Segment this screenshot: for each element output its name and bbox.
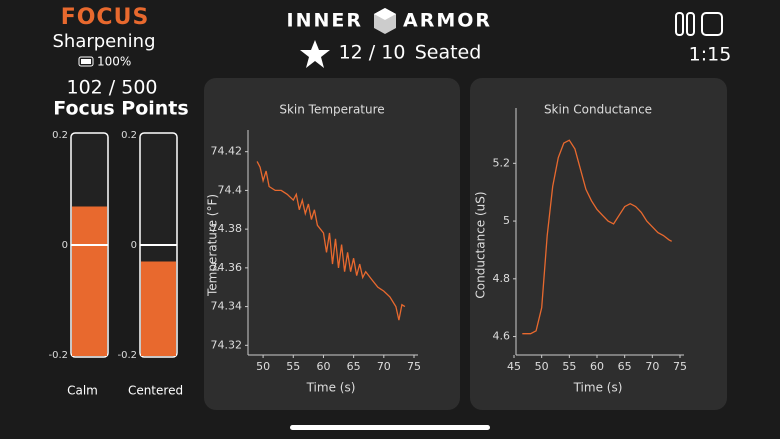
- x-tick-label: 45: [507, 360, 521, 373]
- battery: 100%: [97, 55, 131, 69]
- gauge-tick-label: 0.2: [121, 130, 137, 141]
- battery-level: [81, 59, 91, 64]
- y-tick-label: 74.34: [211, 300, 243, 313]
- panel: [470, 78, 727, 410]
- mode: Sharpening: [52, 31, 155, 52]
- y-tick-label: 4.8: [493, 272, 511, 285]
- y-tick-label: 5: [503, 214, 510, 227]
- brand: ARMOR: [403, 10, 492, 32]
- gauge-fill: [72, 206, 107, 356]
- x-axis-label: Time (s): [306, 381, 356, 395]
- y-tick-label: 74.42: [211, 145, 243, 158]
- star-icon: [300, 40, 330, 68]
- gauge-tick-label: -0.2: [117, 350, 137, 361]
- x-tick-label: 70: [377, 360, 391, 373]
- brand-icon: [374, 8, 396, 20]
- gauge-tick-label: 0: [62, 240, 68, 251]
- points-label: Focus Points: [53, 98, 188, 120]
- pause-button[interactable]: [686, 12, 695, 36]
- x-tick-label: 75: [407, 360, 421, 373]
- y-axis-label: Temperature (°F): [206, 194, 220, 297]
- x-tick-label: 70: [645, 360, 659, 373]
- x-tick-label: 60: [316, 360, 330, 373]
- gauge-label: Centered: [128, 384, 183, 398]
- y-tick-label: 74.32: [211, 338, 243, 351]
- app-logo: FOCUS: [61, 5, 150, 30]
- panel: [204, 78, 460, 410]
- y-tick-label: 74.38: [211, 222, 243, 235]
- stop-button[interactable]: [701, 12, 723, 36]
- gauge-tick-label: 0.2: [52, 130, 68, 141]
- y-tick-label: 5.2: [493, 156, 511, 169]
- y-tick-label: 74.36: [211, 261, 243, 274]
- timer: 1:15: [689, 44, 732, 66]
- pause-button[interactable]: [675, 12, 684, 36]
- x-tick-label: 55: [286, 360, 300, 373]
- gauge-fill: [141, 261, 176, 356]
- rating: 12 / 10: [339, 42, 406, 64]
- x-tick-label: 65: [618, 360, 632, 373]
- gauge-tick-label: 0: [131, 240, 137, 251]
- home-bar[interactable]: [290, 425, 490, 430]
- chart-title: Skin Conductance: [544, 103, 652, 117]
- x-tick-label: 50: [256, 360, 270, 373]
- x-tick-label: 50: [535, 360, 549, 373]
- chart-title: Skin Temperature: [279, 103, 384, 117]
- y-axis-label: Conductance (uS): [474, 191, 488, 298]
- battery-icon: [78, 56, 94, 67]
- data-line: [522, 139, 673, 335]
- y-tick-label: 4.6: [493, 330, 511, 343]
- brand: INNER: [287, 10, 363, 32]
- x-tick-label: 60: [590, 360, 604, 373]
- gauge-tick-label: -0.2: [48, 350, 68, 361]
- x-axis-label: Time (s): [573, 381, 623, 395]
- x-tick-label: 65: [347, 360, 361, 373]
- points: 102 / 500: [66, 77, 157, 99]
- gauge-label: Calm: [67, 384, 98, 398]
- y-tick-label: 74.4: [218, 183, 243, 196]
- x-tick-label: 55: [562, 360, 576, 373]
- data-line: [256, 161, 406, 321]
- x-tick-label: 75: [673, 360, 687, 373]
- posture: Seated: [415, 42, 482, 64]
